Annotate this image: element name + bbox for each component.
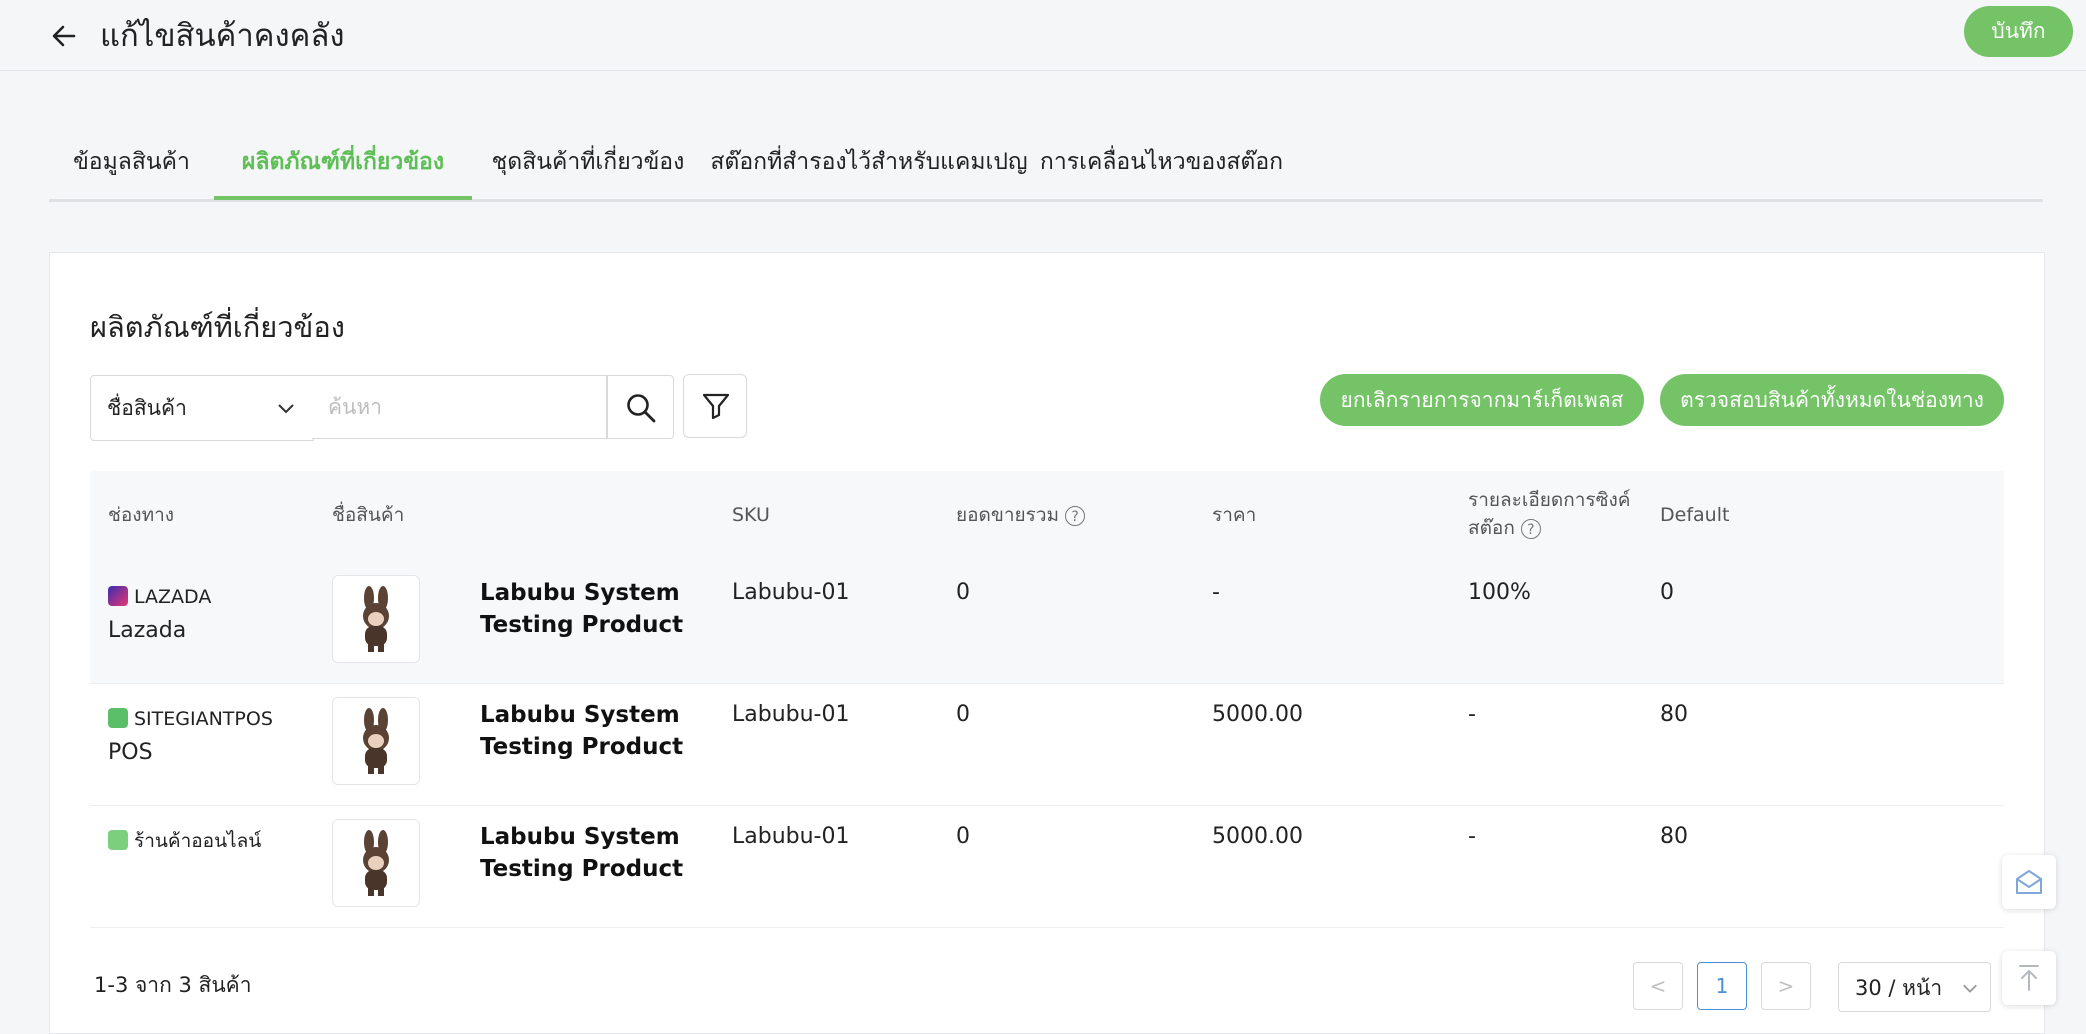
default-cell: 80 [1660,702,1688,727]
result-count: 1-3 จาก 3 สินค้า [94,973,252,997]
total-sales-cell: 0 [956,580,970,605]
pos-icon [108,707,128,728]
col-total-sales-label: ยอดขายรวม [956,504,1060,526]
search-icon [625,392,657,428]
page-size-select[interactable]: 30 / หน้า [1838,962,1991,1012]
mail-icon [2015,869,2043,899]
search-field-select[interactable]: ชื่อสินค้า [90,375,314,441]
col-product-name: ชื่อสินค้า [332,504,405,526]
back-to-top-button[interactable] [2002,951,2056,1005]
labubu-image [363,708,389,774]
sku-cell: Labubu-01 [732,824,850,849]
filter-button[interactable] [683,374,747,438]
sync-cell: - [1468,702,1476,727]
col-sync-label-2: สต๊อก [1468,517,1515,539]
tab-stock-movement[interactable]: การเคลื่อนไหวของสต๊อก [1039,149,1284,175]
labubu-image [363,586,389,652]
back-arrow-icon[interactable] [48,20,80,52]
related-products-card: ผลิตภัณฑ์ที่เกี่ยวข้อง ชื่อสินค้า ยกเลิก… [49,252,2045,1034]
table-row[interactable]: LAZADA Lazada Labubu System Testing Prod… [90,561,2004,684]
col-total-sales: ยอดขายรวม? [956,501,1086,529]
tab-related-products[interactable]: ผลิตภัณฑ์ที่เกี่ยวข้อง [214,128,472,200]
tab-related-bundles[interactable]: ชุดสินค้าที่เกี่ยวข้อง [491,149,685,175]
section-title: ผลิตภัณฑ์ที่เกี่ยวข้อง [90,310,345,344]
table-row[interactable]: ร้านค้าออนไลน์ Labubu System Testing Pro… [90,805,2004,928]
prev-page-button[interactable]: < [1633,962,1683,1010]
price-cell: 5000.00 [1212,824,1303,849]
help-icon[interactable]: ? [1065,505,1086,526]
online-store-icon [108,829,128,850]
sync-cell: 100% [1468,580,1531,605]
sku-cell: Labubu-01 [732,702,850,727]
filter-icon [701,391,731,425]
price-cell: - [1212,580,1220,605]
product-name-line1: Labubu System [480,580,680,606]
col-sync-label-1: รายละเอียดการซิงค์ [1468,489,1631,511]
channel-sub: POS [108,740,153,765]
check-all-channel-products-button[interactable]: ตรวจสอบสินค้าทั้งหมดในช่องทาง [1660,374,2004,426]
search-field-value: ชื่อสินค้า [107,396,187,420]
channel-label: ร้านค้าออนไลน์ [108,827,261,855]
channel-name: ร้านค้าออนไลน์ [134,830,262,852]
product-name-line2: Testing Product [480,612,684,638]
search-input[interactable] [312,375,607,439]
page-title: แก้ไขสินค้าคงคลัง [100,18,345,54]
product-name[interactable]: Labubu System Testing Product [480,821,720,885]
product-thumbnail[interactable] [332,819,420,907]
arrow-up-icon [2017,964,2041,996]
col-channel: ช่องทาง [108,504,175,526]
help-icon[interactable]: ? [1520,518,1541,539]
product-name-line1: Labubu System [480,824,680,850]
page-size-value: 30 / หน้า [1855,976,1943,1000]
total-sales-cell: 0 [956,702,970,727]
channel-name: LAZADA [134,586,212,608]
col-default: Default [1660,504,1730,526]
product-name-line2: Testing Product [480,734,684,760]
channel-name: SITEGIANTPOS [134,708,273,730]
next-page-button[interactable]: > [1761,962,1811,1010]
labubu-image [363,830,389,896]
chevron-down-icon [1961,979,1979,1001]
col-sku: SKU [732,504,770,526]
sku-cell: Labubu-01 [732,580,850,605]
product-name[interactable]: Labubu System Testing Product [480,699,720,763]
price-cell: 5000.00 [1212,702,1303,727]
lazada-icon [108,585,128,606]
top-header: แก้ไขสินค้าคงคลัง บันทึก [0,0,2086,71]
total-sales-cell: 0 [956,824,970,849]
table-row[interactable]: SITEGIANTPOS POS Labubu System Testing P… [90,683,2004,806]
save-button[interactable]: บันทึก [1964,6,2073,57]
channel-label: SITEGIANTPOS [108,705,273,733]
tab-bar: ข้อมูลสินค้า ผลิตภัณฑ์ที่เกี่ยวข้อง ชุดส… [49,128,2043,202]
page-1-button[interactable]: 1 [1697,962,1747,1010]
table-header: ช่องทาง ชื่อสินค้า SKU ยอดขายรวม? ราคา ร… [90,471,2004,561]
mail-button[interactable] [2002,855,2056,909]
channel-sub: Lazada [108,618,187,643]
search-button[interactable] [607,375,674,439]
default-cell: 80 [1660,824,1688,849]
product-name[interactable]: Labubu System Testing Product [480,577,720,641]
sync-cell: - [1468,824,1476,849]
col-sync-details: รายละเอียดการซิงค์ สต๊อก? [1468,486,1631,542]
default-cell: 0 [1660,580,1674,605]
tab-product-info[interactable]: ข้อมูลสินค้า [73,149,190,175]
product-name-line1: Labubu System [480,702,680,728]
product-thumbnail[interactable] [332,697,420,785]
tab-campaign-stock[interactable]: สต๊อกที่สำรองไว้สำหรับแคมเปญ [710,149,1028,175]
product-name-line2: Testing Product [480,856,684,882]
product-thumbnail[interactable] [332,575,420,663]
col-price: ราคา [1212,504,1257,526]
channel-label: LAZADA [108,583,211,611]
remove-from-marketplace-button[interactable]: ยกเลิกรายการจากมาร์เก็ตเพลส [1320,374,1644,426]
chevron-down-icon [276,398,296,422]
